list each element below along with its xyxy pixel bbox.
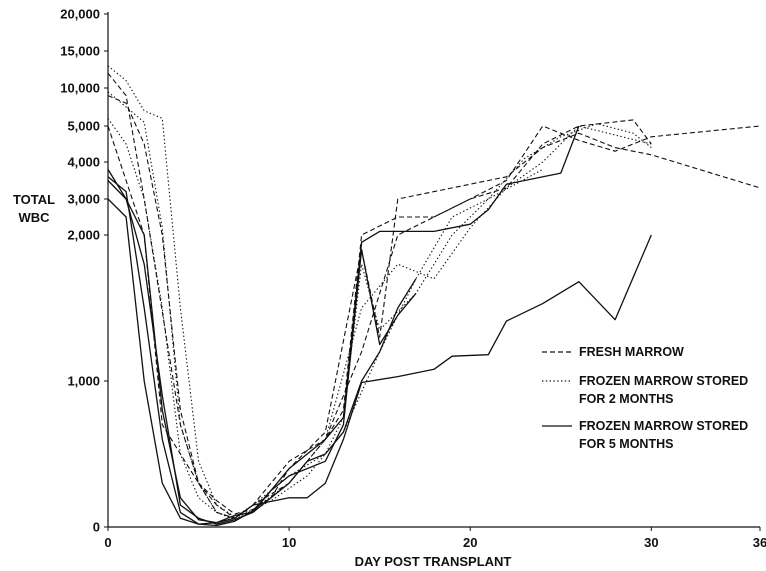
legend-label: FRESH MARROW: [579, 345, 684, 359]
x-tick-label: 30: [644, 535, 658, 550]
series-layer: [107, 65, 761, 527]
y-tick-label: 10,000: [60, 81, 100, 96]
y-tick-label: 4,000: [67, 155, 100, 170]
series-line-solid-9: [107, 180, 652, 524]
series-line-dashed-1: [107, 72, 761, 519]
y-tick-label: 1,000: [67, 374, 100, 389]
series-line-dashed-2: [107, 95, 761, 515]
y-tick-label: 5,000: [67, 119, 100, 134]
y-tick-label: 0: [93, 520, 100, 535]
y-tick-label: 3,000: [67, 192, 100, 207]
ticks: 0 1,000 2,000 3,000 4,000 5,000 10,000 15,000 20…: [60, 7, 766, 551]
legend-label: FROZEN MARROW STORED: [579, 419, 748, 433]
legend-label: FOR 2 MONTHS: [579, 392, 673, 406]
x-tick-label: 10: [282, 535, 296, 550]
y-tick-label: 2,000: [67, 228, 100, 243]
x-tick-label: 36: [753, 535, 766, 550]
x-axis-title: DAY POST TRANSPLANT: [355, 554, 512, 569]
series-line-solid-10: [107, 198, 417, 525]
series-line-dotted-4: [107, 65, 652, 518]
series-line-solid-7: [107, 125, 580, 525]
x-tick-label: 20: [463, 535, 477, 550]
series-line-dotted-6: [107, 118, 543, 521]
x-tick-label: 0: [104, 535, 111, 550]
legend-label: FROZEN MARROW STORED: [579, 374, 748, 388]
series-line-dashed-3: [107, 119, 652, 519]
series-line-solid-8: [107, 176, 417, 527]
y-axis-title-line-1: TOTAL: [13, 192, 55, 207]
legend-label: FOR 5 MONTHS: [579, 437, 673, 451]
legend: FRESH MARROW FROZEN MARROW STORED FOR 2 MO…: [542, 345, 748, 451]
y-tick-label: 15,000: [60, 44, 100, 59]
y-axis-title-line-2: WBC: [18, 210, 50, 225]
y-tick-label: 20,000: [60, 7, 100, 22]
